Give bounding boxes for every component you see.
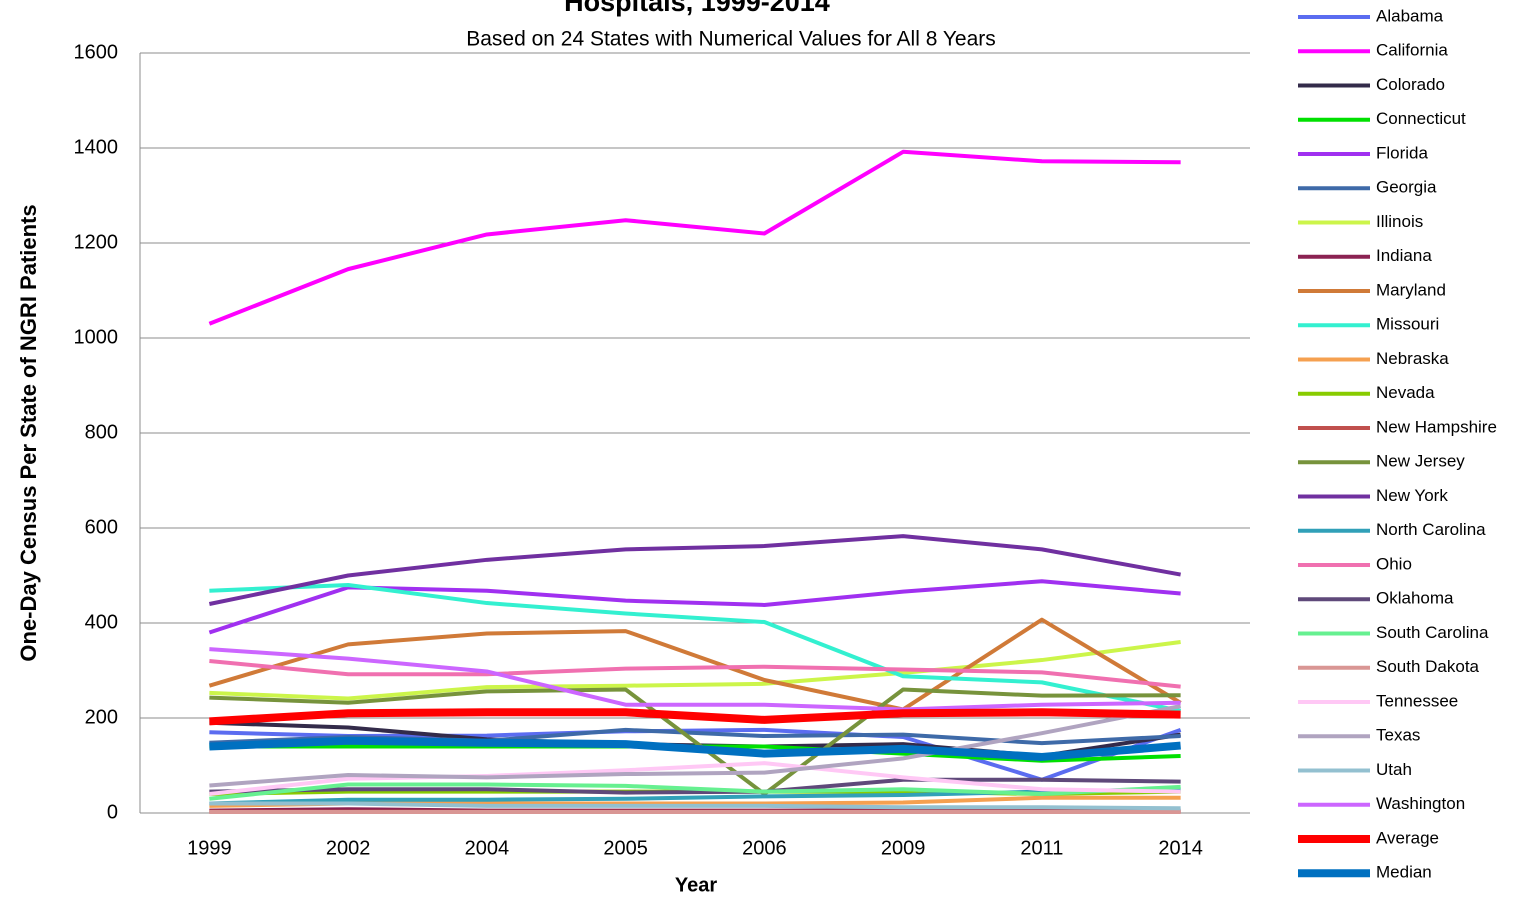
series-line xyxy=(209,782,1181,801)
y-tick-label: 200 xyxy=(85,706,118,728)
series-line xyxy=(208,534,1181,606)
legend-label: Missouri xyxy=(1376,315,1439,334)
legend-label: South Dakota xyxy=(1376,657,1480,676)
series-line xyxy=(208,617,1182,712)
legend-label: Oklahoma xyxy=(1376,589,1454,608)
legend-label: North Carolina xyxy=(1376,520,1486,539)
x-tick-label: 2005 xyxy=(603,837,648,859)
series-line xyxy=(209,736,1181,761)
y-tick-label: 0 xyxy=(107,801,118,823)
x-tick-label: 2014 xyxy=(1158,837,1203,859)
series-line xyxy=(208,149,1181,326)
series-line xyxy=(209,647,1181,712)
legend-label: Median xyxy=(1376,863,1432,882)
series-line xyxy=(209,801,1181,811)
legend-label: Connecticut xyxy=(1376,109,1466,128)
series-line xyxy=(209,583,1182,713)
legend-label: Tennessee xyxy=(1376,691,1458,710)
legend-label: Indiana xyxy=(1376,246,1432,265)
legend-label: Average xyxy=(1376,828,1439,847)
legend-label: Alabama xyxy=(1376,6,1444,25)
legend-label: Maryland xyxy=(1376,280,1446,299)
y-tick-label: 1000 xyxy=(74,326,119,348)
y-axis-label: One-Day Census Per State of NGRI Patient… xyxy=(16,204,41,661)
series-line xyxy=(209,640,1181,701)
legend-label: South Carolina xyxy=(1376,623,1489,642)
series-line xyxy=(209,777,1181,795)
legend-label: Illinois xyxy=(1376,212,1423,231)
x-tick-label: 2006 xyxy=(742,837,787,859)
y-tick-label: 800 xyxy=(85,421,118,443)
x-tick-label: 2009 xyxy=(881,837,926,859)
y-tick-label: 1400 xyxy=(74,136,119,158)
x-axis-label: Year xyxy=(675,874,717,896)
legend-label: New York xyxy=(1376,486,1448,505)
legend-label: Florida xyxy=(1376,143,1429,162)
legend-label: Colorado xyxy=(1376,75,1445,94)
y-tick-label: 1600 xyxy=(74,41,119,63)
legend-label: Ohio xyxy=(1376,554,1412,573)
x-tick-label: 2002 xyxy=(326,837,371,859)
chart-title: Hospitals, 1999-2014 xyxy=(564,0,830,17)
legend-label: New Hampshire xyxy=(1376,417,1497,436)
x-tick-label: 1999 xyxy=(187,837,232,859)
x-tick-label: 2011 xyxy=(1020,837,1063,859)
legend-label: Nevada xyxy=(1376,383,1435,402)
series-line xyxy=(209,761,1181,796)
series-line xyxy=(209,687,1181,796)
y-tick-label: 600 xyxy=(85,516,118,538)
series-line xyxy=(209,659,1181,689)
x-tick-label: 2004 xyxy=(465,837,510,859)
legend-label: Utah xyxy=(1376,760,1412,779)
legend-label: New Jersey xyxy=(1376,452,1465,471)
legend-label: California xyxy=(1376,41,1448,60)
series-line xyxy=(209,704,1182,788)
legend-label: Nebraska xyxy=(1376,349,1449,368)
y-tick-label: 1200 xyxy=(74,231,119,253)
legend-label: Texas xyxy=(1376,726,1420,745)
y-tick-label: 400 xyxy=(85,611,118,633)
legend-label: Georgia xyxy=(1376,178,1437,197)
chart-subtitle: Based on 24 States with Numerical Values… xyxy=(466,28,996,51)
legend-label: Washington xyxy=(1376,794,1465,813)
series-line xyxy=(209,708,1181,726)
